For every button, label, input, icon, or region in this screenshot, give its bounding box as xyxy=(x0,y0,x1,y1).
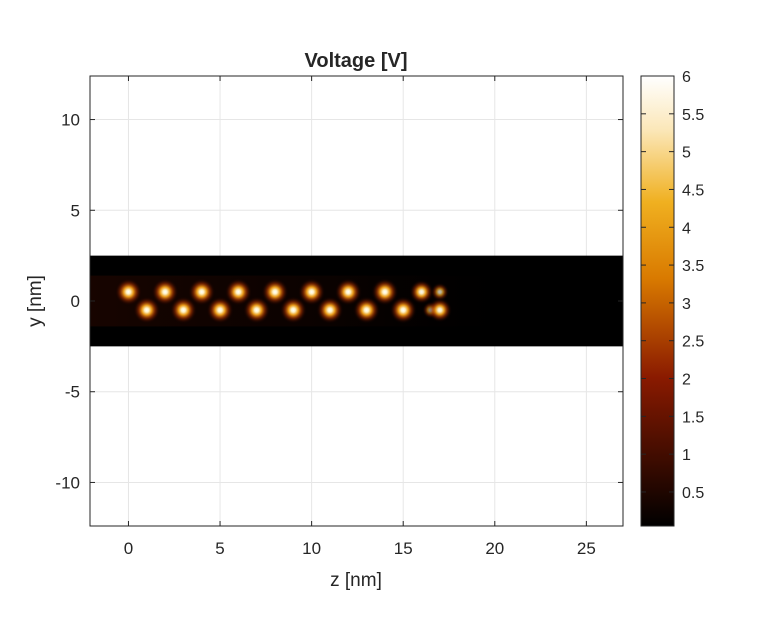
y-tick-label-0: 10 xyxy=(61,111,80,130)
colorbar-tick-label-2: 5 xyxy=(682,145,691,162)
hotspot-19 xyxy=(427,297,453,323)
colorbar-tick-label-5: 3.5 xyxy=(682,258,704,275)
hotspot-2 xyxy=(151,277,180,306)
hotspot-6 xyxy=(224,277,253,306)
colorbar-tick-label-0: 6 xyxy=(682,69,691,86)
hotspot-0 xyxy=(114,277,143,306)
chart-title: Voltage [V] xyxy=(305,50,408,72)
colorbar xyxy=(640,75,675,527)
y-tick-label-2: 0 xyxy=(71,292,80,311)
hotspot-18 xyxy=(430,282,450,302)
colorbar-tick-label-10: 1 xyxy=(682,447,691,464)
hotspot-9 xyxy=(279,296,308,325)
colorbar-tick-label-7: 2.5 xyxy=(682,334,704,351)
x-tick-label-1: 5 xyxy=(215,539,224,558)
hotspot-11 xyxy=(315,296,344,325)
colorbar-tick-label-3: 4.5 xyxy=(682,182,704,199)
colorbar-tick-label-11: 0.5 xyxy=(682,485,704,502)
colorbar-tick-label-1: 5.5 xyxy=(682,107,704,124)
hotspot-1 xyxy=(132,296,161,325)
x-axis-label: z [nm] xyxy=(330,570,382,591)
x-tick-label-4: 20 xyxy=(485,539,504,558)
hotspot-3 xyxy=(169,296,198,325)
colorbar-tick-label-9: 1.5 xyxy=(682,409,704,426)
x-axis: 0 5 10 15 20 25 xyxy=(124,76,596,558)
hotspot-14 xyxy=(370,277,399,306)
colorbar-tick-label-4: 4 xyxy=(682,220,691,237)
hotspot-13 xyxy=(352,296,381,325)
hotspot-5 xyxy=(206,296,235,325)
x-tick-label-3: 15 xyxy=(394,539,413,558)
x-tick-label-0: 0 xyxy=(124,539,133,558)
colorbar-tick-label-6: 3 xyxy=(682,296,691,313)
y-tick-label-3: -5 xyxy=(65,383,80,402)
hotspot-7 xyxy=(242,296,271,325)
hotspot-12 xyxy=(334,277,363,306)
hotspot-10 xyxy=(297,277,326,306)
colorbar-tick-label-8: 2 xyxy=(682,372,691,389)
y-tick-label-4: -10 xyxy=(55,473,80,492)
hotspot-16 xyxy=(409,279,435,305)
y-axis-label: y [nm] xyxy=(25,275,46,327)
x-tick-label-5: 25 xyxy=(577,539,596,558)
y-tick-label-1: 5 xyxy=(71,201,80,220)
hotspot-4 xyxy=(187,277,216,306)
colorbar-ticks: 6 5.5 5 4.5 4 3.5 3 2.5 2 1.5 1 0.5 xyxy=(641,69,704,502)
hotspot-8 xyxy=(260,277,289,306)
voltage-field xyxy=(90,255,623,347)
hotspot-15 xyxy=(389,296,418,325)
x-tick-label-2: 10 xyxy=(302,539,321,558)
y-axis: 10 5 0 -5 -10 xyxy=(55,111,623,492)
